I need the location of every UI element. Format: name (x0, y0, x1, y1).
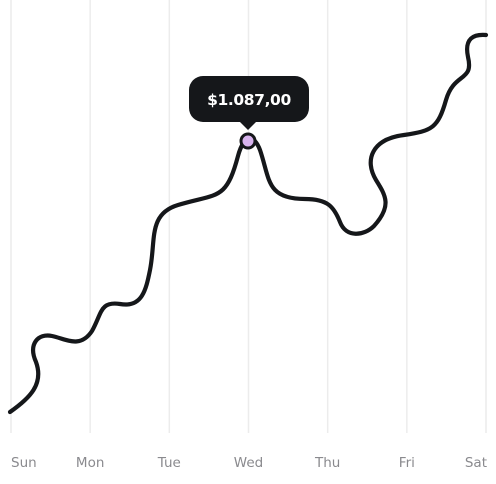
gridlines (10, 0, 487, 433)
x-tick-sun: Sun (11, 455, 37, 471)
tooltip-value-label: $1.087,00 (207, 91, 291, 109)
tooltip-box (189, 76, 309, 122)
x-tick-fri: Fri (399, 455, 415, 471)
x-tick-thu: Thu (314, 455, 340, 471)
x-tick-mon: Mon (76, 455, 104, 471)
highlight-point[interactable] (239, 132, 257, 150)
series-line (7, 32, 489, 415)
tooltip-pointer (239, 121, 257, 130)
highlight-tooltip: $1.087,00 (189, 76, 309, 150)
x-tick-sat: Sat (465, 455, 487, 471)
x-tick-tue: Tue (157, 455, 181, 471)
x-tick-wed: Wed (234, 455, 263, 471)
x-axis-ticks: Sun Mon Tue Wed Thu Fri Sat (11, 455, 487, 471)
